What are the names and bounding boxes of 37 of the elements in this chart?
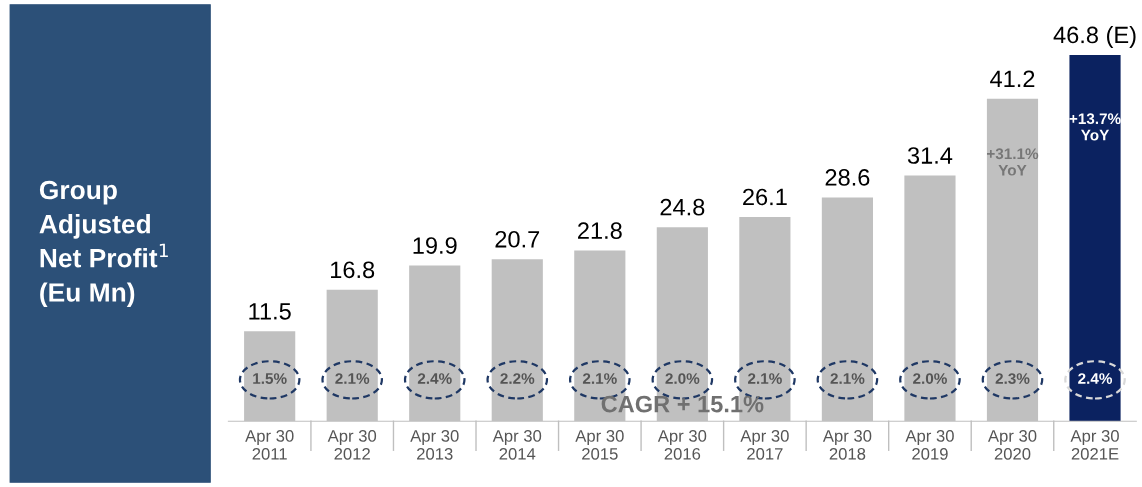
annotation: 2.4%	[417, 373, 452, 384]
data-label: 16.8	[331, 261, 375, 279]
x-tick-label: Apr 30 2018	[822, 430, 872, 460]
x-tick-label: Apr 30 2019	[905, 430, 954, 460]
x-tick-label: Apr 30 2011	[245, 430, 294, 460]
annotation: 1.5%	[253, 373, 287, 384]
x-tick-label: Apr 30 2021E	[1070, 430, 1119, 460]
annotation: 2.1%	[830, 373, 865, 384]
data-label: 46.8 (E)	[1053, 25, 1136, 48]
data-label: 21.8	[578, 222, 622, 239]
annotation: 2.3%	[995, 373, 1030, 384]
annotation: 2.2%	[500, 373, 535, 384]
x-tick-label: Apr 30 2012	[327, 430, 377, 460]
x-tick-label: Apr 30 2016	[657, 430, 707, 460]
data-label: 11.5	[249, 303, 291, 320]
annotation: 2.0%	[665, 373, 700, 384]
data-label: 19.9	[413, 237, 457, 254]
x-tick-label: Apr 30 2013	[410, 430, 459, 460]
data-label: 20.7	[495, 230, 540, 248]
annotation: 2.0%	[913, 373, 947, 384]
annotation: +13.7% YoY	[1069, 113, 1121, 141]
annotation: 2.1%	[748, 373, 782, 384]
x-tick-label: Apr 30 2014	[492, 430, 542, 460]
x-tick-label: Apr 30 2015	[575, 430, 624, 460]
data-label: 24.8	[660, 198, 705, 216]
x-tick-label: Apr 30 2017	[740, 430, 789, 460]
annotation: 2.1%	[335, 373, 370, 384]
data-label: 41.2	[990, 70, 1035, 87]
data-label: 28.6	[825, 169, 870, 186]
data-label: 31.4	[907, 147, 953, 164]
bar	[1069, 54, 1121, 422]
chart-title: Group Adjusted Net Profit$^{1}$ (Eu Mn)	[39, 180, 168, 308]
data-label: 26.1	[743, 188, 787, 206]
annotation: 2.1%	[582, 373, 617, 384]
annotation: 2.4%	[1078, 373, 1113, 384]
annotation: +31.1% YoY	[987, 148, 1039, 176]
x-tick-label: Apr 30 2020	[987, 430, 1037, 460]
